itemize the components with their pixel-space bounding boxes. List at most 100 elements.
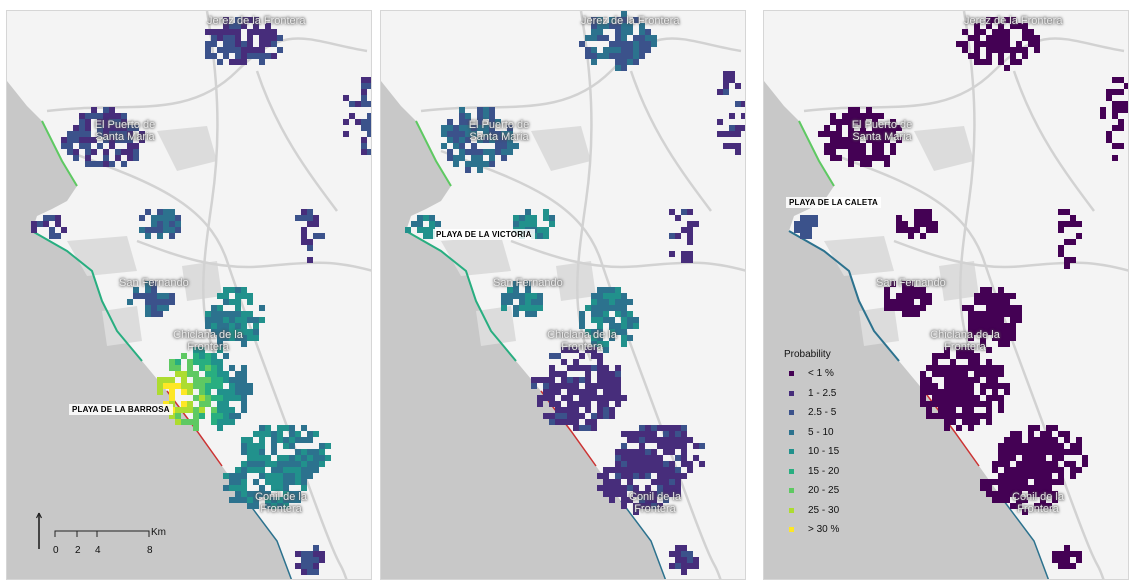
probability-cell <box>567 365 573 371</box>
probability-cell <box>591 47 597 53</box>
probability-cell <box>471 161 477 167</box>
probability-cell <box>151 305 157 311</box>
probability-cell <box>549 419 555 425</box>
probability-cell <box>513 215 519 221</box>
probability-cell <box>537 305 543 311</box>
probability-cell <box>103 107 109 113</box>
town-label-el-puerto: El Puerto de Santa Maria <box>851 119 913 143</box>
probability-cell <box>1076 233 1082 239</box>
probability-cell <box>932 371 938 377</box>
probability-cell <box>621 11 627 17</box>
probability-cell <box>543 227 549 233</box>
probability-cell <box>615 299 621 305</box>
legend-label: 15 - 20 <box>808 465 840 477</box>
probability-cell <box>651 41 657 47</box>
probability-cell <box>615 311 621 317</box>
probability-cell <box>932 353 938 359</box>
probability-cell <box>1058 443 1064 449</box>
probability-cell <box>181 377 187 383</box>
probability-cell <box>453 137 459 143</box>
probability-cell <box>1022 509 1028 515</box>
probability-cell <box>920 389 926 395</box>
probability-cell <box>878 137 884 143</box>
legend-label: 25 - 30 <box>808 504 840 516</box>
road-line <box>1012 70 1096 212</box>
probability-cell <box>974 323 980 329</box>
probability-cell <box>217 293 223 299</box>
probability-cell <box>145 281 151 287</box>
probability-cell <box>729 77 735 83</box>
probability-cell <box>459 119 465 125</box>
probability-cell <box>663 425 669 431</box>
probability-cell <box>627 29 633 35</box>
probability-cell <box>1016 23 1022 29</box>
probability-cell <box>920 287 926 293</box>
probability-cell <box>283 443 289 449</box>
probability-cell <box>645 425 651 431</box>
probability-cell <box>890 131 896 137</box>
probability-cell <box>1028 437 1034 443</box>
probability-cell <box>597 305 603 311</box>
probability-cell <box>621 311 627 317</box>
probability-cell <box>603 287 609 293</box>
probability-cell <box>1028 473 1034 479</box>
probability-cell <box>938 401 944 407</box>
probability-cell <box>627 473 633 479</box>
probability-cell <box>597 329 603 335</box>
probability-cell <box>507 131 513 137</box>
probability-cell <box>962 401 968 407</box>
probability-cell <box>483 131 489 137</box>
probability-cell <box>109 107 115 113</box>
probability-cell <box>271 53 277 59</box>
probability-cell <box>1076 221 1082 227</box>
probability-cell <box>896 305 902 311</box>
probability-cell <box>669 461 675 467</box>
probability-cell <box>145 299 151 305</box>
probability-cell <box>1070 467 1076 473</box>
probability-cell <box>1052 425 1058 431</box>
probability-cell <box>627 317 633 323</box>
probability-cell <box>91 137 97 143</box>
probability-cell <box>1070 443 1076 449</box>
probability-cell <box>289 491 295 497</box>
probability-cell <box>525 221 531 227</box>
probability-cell <box>525 215 531 221</box>
probability-cell <box>848 161 854 167</box>
probability-cell <box>235 329 241 335</box>
probability-cell <box>639 437 645 443</box>
probability-cell <box>307 437 313 443</box>
probability-cell <box>974 371 980 377</box>
probability-cell <box>441 143 447 149</box>
probability-cell <box>627 53 633 59</box>
probability-cell <box>573 419 579 425</box>
probability-cell <box>235 479 241 485</box>
probability-cell <box>615 329 621 335</box>
probability-cell <box>932 413 938 419</box>
probability-cell <box>31 227 37 233</box>
probability-cell <box>103 149 109 155</box>
probability-cell <box>241 17 247 23</box>
probability-cell <box>49 233 55 239</box>
probability-cell <box>968 353 974 359</box>
probability-cell <box>361 77 367 83</box>
probability-cell <box>567 347 573 353</box>
probability-cell <box>1022 443 1028 449</box>
probability-cell <box>91 149 97 155</box>
sea-area <box>381 81 666 579</box>
legend-entry: 5 - 10 <box>784 423 884 443</box>
probability-cell <box>253 461 259 467</box>
probability-cell <box>968 389 974 395</box>
probability-cell <box>615 461 621 467</box>
probability-cell <box>447 119 453 125</box>
probability-cell <box>854 137 860 143</box>
probability-cell <box>998 323 1004 329</box>
probability-cell <box>115 155 121 161</box>
probability-cell <box>992 329 998 335</box>
probability-cell <box>205 377 211 383</box>
probability-cell <box>567 395 573 401</box>
probability-cell <box>585 329 591 335</box>
probability-cell <box>307 569 313 575</box>
probability-cell <box>223 23 229 29</box>
probability-cell <box>175 383 181 389</box>
probability-cell <box>405 227 411 233</box>
